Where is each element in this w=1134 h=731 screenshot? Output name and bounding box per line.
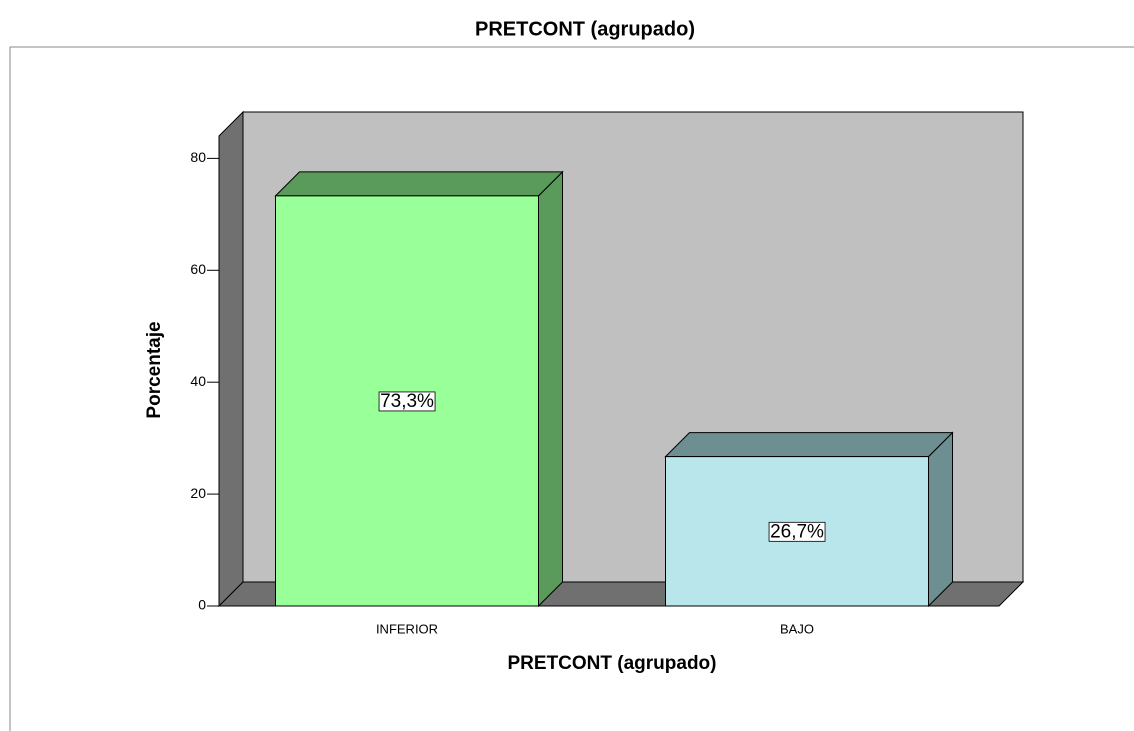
y-tick-label: 20 [190, 485, 206, 501]
left-wall [218, 110, 244, 608]
y-tick-label: 80 [190, 149, 206, 165]
bar-top [664, 432, 954, 458]
value-label: 73,3% [380, 391, 434, 412]
x-tick-label: BAJO [780, 621, 814, 636]
value-label-box [768, 521, 826, 542]
y-tick-label: 0 [198, 597, 206, 613]
bar-side [538, 170, 563, 608]
x-tick-label: INFERIOR [376, 621, 438, 636]
value-label-box [378, 391, 436, 412]
y-axis-label: Porcentaje [144, 321, 165, 418]
frame [9, 46, 1134, 731]
bar-side [928, 431, 953, 608]
chart-title: PRETCONT (agrupado) [475, 18, 695, 40]
x-axis-label: PRETCONT (agrupado) [508, 653, 717, 674]
bar-top [274, 171, 564, 197]
y-tick-label: 60 [190, 261, 206, 277]
y-tick-label: 40 [190, 373, 206, 389]
value-label: 26,7% [770, 521, 824, 542]
